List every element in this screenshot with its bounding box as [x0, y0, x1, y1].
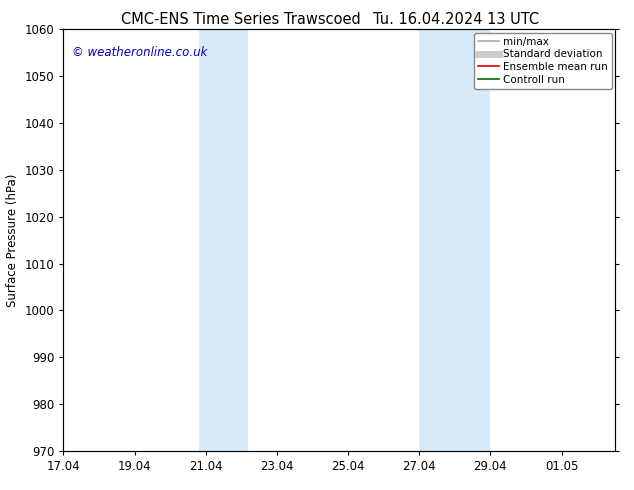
Text: Tu. 16.04.2024 13 UTC: Tu. 16.04.2024 13 UTC — [373, 12, 540, 27]
Bar — [198, 29, 249, 451]
Y-axis label: Surface Pressure (hPa): Surface Pressure (hPa) — [6, 173, 19, 307]
Text: CMC-ENS Time Series Trawscoed: CMC-ENS Time Series Trawscoed — [121, 12, 361, 27]
Bar — [419, 29, 491, 451]
Legend: min/max, Standard deviation, Ensemble mean run, Controll run: min/max, Standard deviation, Ensemble me… — [474, 32, 612, 89]
Text: © weatheronline.co.uk: © weatheronline.co.uk — [72, 46, 207, 59]
